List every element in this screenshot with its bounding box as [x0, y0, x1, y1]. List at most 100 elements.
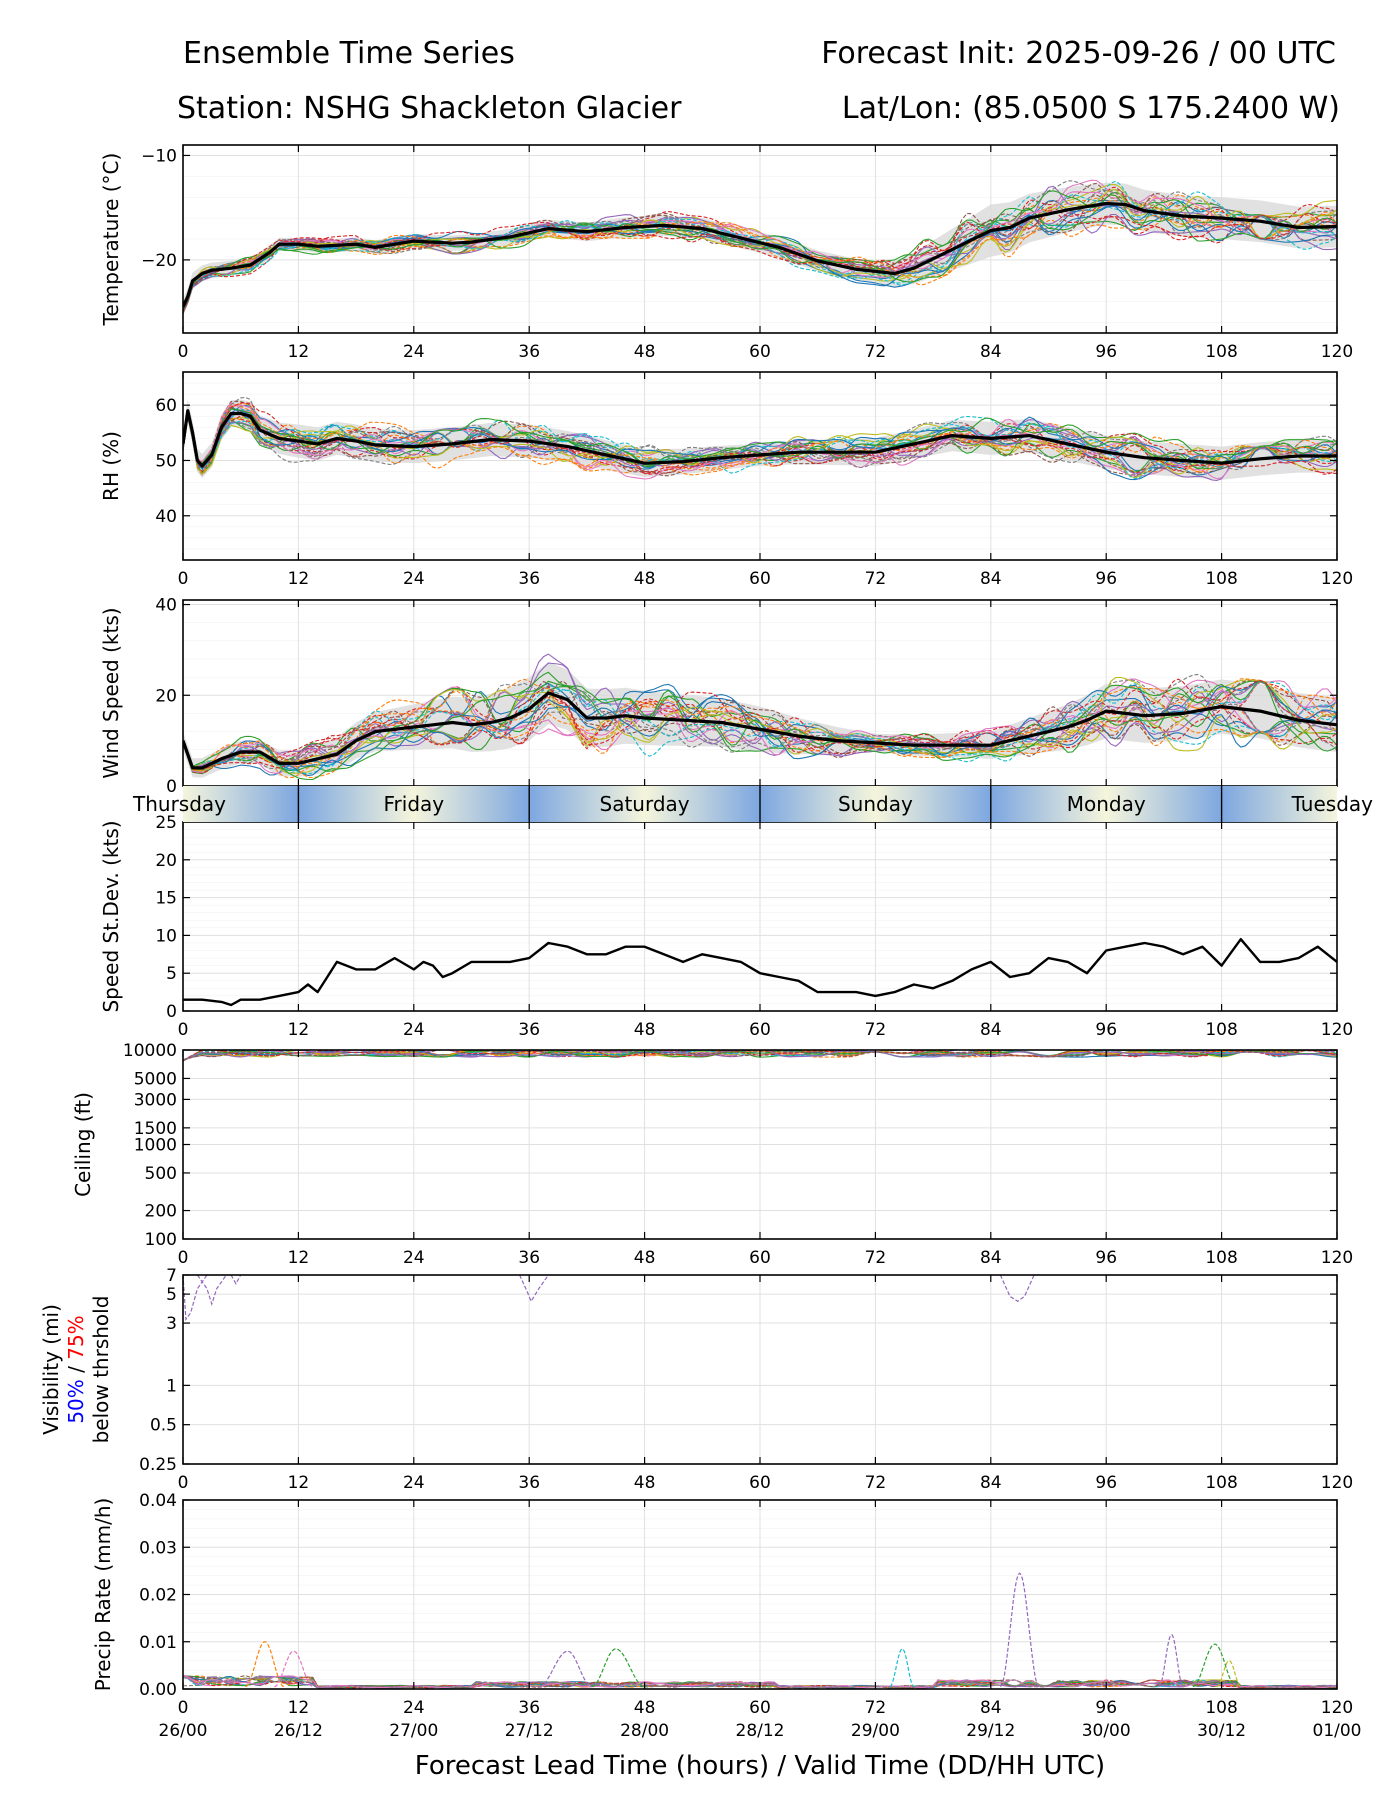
panel-rh: 40 50 60 0 12 24 36 48 60 72 84 96 108 120 RH (%) — [99, 371, 1353, 589]
temperature-members — [183, 179, 1337, 314]
precip-peak-line — [1216, 1660, 1242, 1688]
day-label-saturday: Saturday — [600, 792, 690, 816]
rh-member-line — [183, 408, 1337, 470]
speed_stdev-xtick-label: 96 — [1095, 1020, 1117, 1040]
rh-xtick-label: 48 — [634, 569, 656, 589]
speed_stdev-xtick-label: 72 — [865, 1020, 887, 1040]
ceiling-xtick-label: 48 — [634, 1248, 656, 1268]
day-label-tuesday: Tuesday — [1291, 792, 1374, 816]
speed_stdev-ylabel: Speed St.Dev. (kts) — [99, 820, 123, 1012]
wind_speed-member-line — [183, 680, 1337, 777]
day-cell-fill — [529, 786, 760, 822]
ceiling-xtick-label: 84 — [980, 1248, 1002, 1268]
speed_stdev-x-axis: 0 12 24 36 48 60 72 84 96 108 120 — [178, 822, 1353, 1040]
speed_stdev-grid — [182, 821, 1338, 1012]
speed_stdev-y-axis: 0 5 10 15 20 25 — [155, 813, 1337, 1022]
ceiling-xtick-label: 72 — [865, 1248, 887, 1268]
ceiling-ytick-label: 1000 — [134, 1136, 177, 1156]
ceiling-ytick-label: 100 — [145, 1230, 177, 1250]
wind_speed-member-line — [183, 671, 1337, 781]
temperature-ylabel: Temperature (°C) — [99, 153, 123, 327]
x-axis-label: Forecast Lead Time (hours) / Valid Time … — [415, 1751, 1105, 1781]
panel-precip_rate: 0.00 0.01 0.02 0.03 0.04 0 12 24 36 48 60 72 84 96 108… — [91, 1491, 1362, 1741]
ceiling-xtick-label: 12 — [288, 1248, 310, 1268]
day-cell: Monday — [990, 786, 1222, 822]
temperature-xtick-label: 72 — [865, 342, 887, 362]
visibility-xtick-label: 72 — [865, 1473, 887, 1493]
wind_speed-member-line — [183, 686, 1337, 770]
precip_rate-ylabel: Precip Rate (mm/h) — [91, 1498, 115, 1692]
speed_stdev-xtick-label: 84 — [980, 1020, 1002, 1040]
temperature-x-axis: 0 12 24 36 48 60 72 84 96 108 120 — [178, 145, 1353, 362]
rh-member-line — [183, 408, 1337, 470]
temperature-member-line — [183, 189, 1337, 312]
precip_rate-xtick-label: 36 — [518, 1698, 540, 1718]
wind_speed-ytick-label: 0 — [166, 777, 177, 797]
valid-time-label: 28/00 — [620, 1721, 669, 1741]
speed_stdev-xtick-label: 108 — [1205, 1020, 1237, 1040]
precip_rate-xtick-label: 48 — [634, 1698, 656, 1718]
speed_stdev-xtick-label: 120 — [1321, 1020, 1353, 1040]
valid-time-label: 27/00 — [389, 1721, 438, 1741]
wind_speed-mean-line — [183, 691, 1337, 770]
speed_stdev-xtick-label: 0 — [178, 1020, 189, 1040]
precip-peak-line — [1192, 1643, 1237, 1688]
ceiling-ytick-label: 10000 — [123, 1041, 177, 1061]
visibility-member-dip — [999, 1275, 1035, 1303]
precip-member-line — [183, 1676, 1337, 1689]
temperature-xtick-label: 96 — [1095, 342, 1117, 362]
temperature-xtick-label: 24 — [403, 342, 425, 362]
temperature-plot-area — [183, 179, 1337, 316]
rh-xtick-label: 84 — [980, 569, 1002, 589]
rh-ytick-label: 40 — [155, 507, 177, 527]
rh-member-line — [183, 414, 1337, 474]
precip_rate-x-axis: 0 12 24 36 48 60 72 84 96 108 120 26/00 26/12 27/00 27… — [159, 1500, 1362, 1741]
temperature-ytick-label: −20 — [141, 251, 177, 271]
visibility-xtick-label: 60 — [749, 1473, 771, 1493]
rh-x-axis: 0 12 24 36 48 60 72 84 96 108 120 — [178, 372, 1353, 589]
rh-xtick-label: 36 — [518, 569, 540, 589]
visibility-ylabel: Visibility (mi) 50% / 75% below thrshold — [39, 1296, 113, 1444]
temperature-xtick-label: 108 — [1205, 342, 1237, 362]
day-cell: Tuesday — [1221, 786, 1374, 822]
temperature-xtick-label: 60 — [749, 342, 771, 362]
rh-xtick-label: 108 — [1205, 569, 1237, 589]
visibility-xtick-label: 0 — [178, 1473, 189, 1493]
precip_rate-xtick-label: 84 — [980, 1698, 1002, 1718]
visibility-xtick-label: 12 — [288, 1473, 310, 1493]
rh-xtick-label: 96 — [1095, 569, 1117, 589]
speed_stdev-ytick-label: 0 — [166, 1002, 177, 1022]
station-name: Station: NSHG Shackleton Glacier — [177, 91, 682, 126]
precip_rate-xtick-label: 24 — [403, 1698, 425, 1718]
temperature-xtick-label: 36 — [518, 342, 540, 362]
wind_speed-plot-area — [183, 653, 1337, 781]
valid-time-label: 29/00 — [851, 1721, 900, 1741]
day-cell-fill — [1221, 786, 1337, 822]
ceiling-ytick-label: 200 — [145, 1202, 177, 1222]
visibility-xtick-label: 36 — [518, 1473, 540, 1493]
precip-peak-line — [889, 1648, 915, 1688]
wind_speed-members — [183, 653, 1337, 781]
visibility-member-dip — [196, 1275, 227, 1306]
wind_speed-member-line — [183, 678, 1337, 773]
wind_speed-member-line — [183, 653, 1337, 769]
ceiling-grid — [182, 1049, 1338, 1240]
day-label-friday: Friday — [383, 792, 444, 816]
rh-mean-line — [183, 409, 1337, 468]
precip_rate-ytick-label: 0.00 — [139, 1680, 177, 1700]
ceiling-ylabel: Ceiling (ft) — [71, 1092, 95, 1197]
precip-peak-line — [591, 1648, 645, 1688]
visibility-ytick-label: 5 — [166, 1285, 177, 1305]
rh-xtick-label: 0 — [178, 569, 189, 589]
ceiling-xtick-label: 24 — [403, 1248, 425, 1268]
temperature-member-line — [183, 191, 1337, 312]
speed_stdev-plot-area — [183, 938, 1337, 1007]
wind_speed-member-line — [183, 681, 1337, 774]
precip-peak-line — [1158, 1634, 1184, 1688]
day-label-monday: Monday — [1067, 792, 1146, 816]
temperature-xtick-label: 12 — [288, 342, 310, 362]
wind_speed-ylabel: Wind Speed (kts) — [99, 607, 123, 778]
precip_rate-xtick-label: 120 — [1321, 1698, 1353, 1718]
temperature-xtick-label: 48 — [634, 342, 656, 362]
precip_rate-ytick-label: 0.04 — [139, 1491, 177, 1511]
